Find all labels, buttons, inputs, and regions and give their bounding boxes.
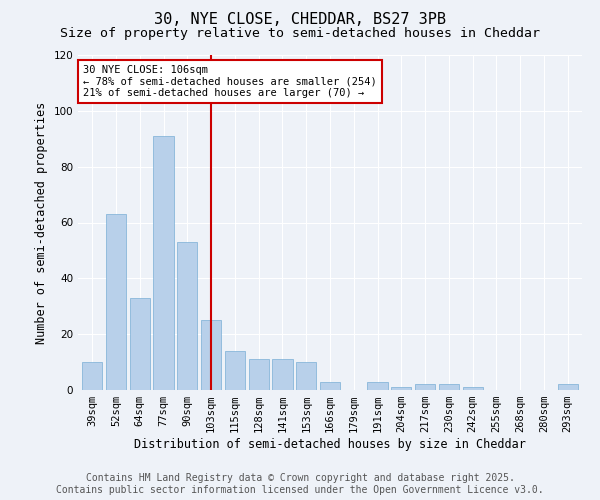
X-axis label: Distribution of semi-detached houses by size in Cheddar: Distribution of semi-detached houses by … bbox=[134, 438, 526, 451]
Bar bbox=[439, 384, 459, 390]
Bar bbox=[296, 362, 316, 390]
Y-axis label: Number of semi-detached properties: Number of semi-detached properties bbox=[35, 102, 48, 344]
Bar bbox=[367, 382, 388, 390]
Text: 30 NYE CLOSE: 106sqm
← 78% of semi-detached houses are smaller (254)
21% of semi: 30 NYE CLOSE: 106sqm ← 78% of semi-detac… bbox=[83, 65, 377, 98]
Text: Size of property relative to semi-detached houses in Cheddar: Size of property relative to semi-detach… bbox=[60, 28, 540, 40]
Bar bbox=[106, 214, 126, 390]
Bar bbox=[391, 387, 412, 390]
Bar bbox=[154, 136, 173, 390]
Bar bbox=[130, 298, 150, 390]
Bar bbox=[463, 387, 483, 390]
Bar bbox=[557, 384, 578, 390]
Text: 30, NYE CLOSE, CHEDDAR, BS27 3PB: 30, NYE CLOSE, CHEDDAR, BS27 3PB bbox=[154, 12, 446, 28]
Text: Contains HM Land Registry data © Crown copyright and database right 2025.
Contai: Contains HM Land Registry data © Crown c… bbox=[56, 474, 544, 495]
Bar bbox=[82, 362, 103, 390]
Bar bbox=[201, 320, 221, 390]
Bar bbox=[415, 384, 435, 390]
Bar bbox=[177, 242, 197, 390]
Bar bbox=[225, 351, 245, 390]
Bar bbox=[248, 360, 269, 390]
Bar bbox=[272, 360, 293, 390]
Bar bbox=[320, 382, 340, 390]
